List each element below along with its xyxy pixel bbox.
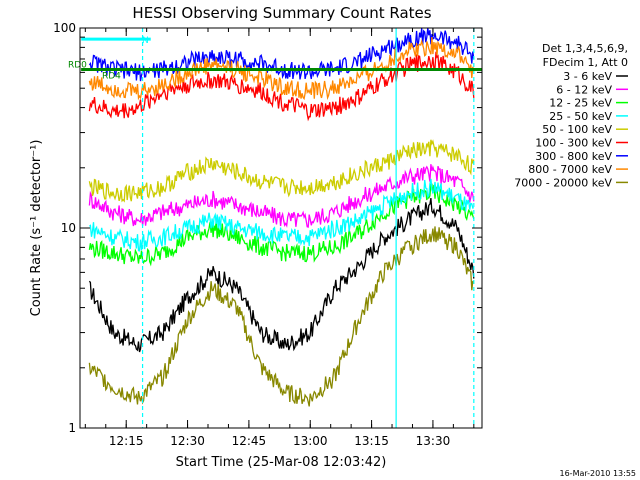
series-line-2 [88, 164, 475, 228]
series-line-4 [88, 178, 475, 252]
legend-label: 6 - 12 keV [556, 83, 612, 96]
legend-label: 50 - 100 keV [542, 123, 612, 136]
x-tick-label: 13:15 [354, 434, 389, 448]
series-line-1 [88, 197, 475, 353]
legend-header: Det 1,3,4,5,6,9, [542, 42, 628, 55]
annotation-label-n: N [142, 36, 149, 46]
x-tick-label: 13:00 [293, 434, 328, 448]
series-line-5 [88, 139, 475, 203]
series-line-9 [88, 226, 475, 407]
y-tick-label: 10 [61, 221, 76, 235]
x-axis-label: Start Time (25-Mar-08 12:03:42) [176, 455, 387, 470]
chart-title: HESSI Observing Summary Count Rates [132, 4, 431, 22]
legend-label: 3 - 6 keV [563, 70, 612, 83]
legend-header: FDecim 1, Att 0 [543, 56, 628, 69]
x-tick-label: 13:30 [416, 434, 451, 448]
legend-label: 25 - 50 keV [549, 110, 612, 123]
x-tick-label: 12:30 [170, 434, 205, 448]
legend-label: 7000 - 20000 keV [514, 176, 612, 189]
legend-label: 12 - 25 keV [549, 97, 612, 110]
axes: 12:15 12:30 12:45 13:00 13:15 13:30 1 10 100 [53, 21, 482, 448]
y-axis-label: Count Rate (s⁻¹ detector⁻¹) [29, 140, 44, 317]
series-line-6 [88, 51, 475, 122]
series-line-3 [88, 183, 475, 267]
x-tick-label: 12:15 [109, 434, 144, 448]
y-tick-label: 1 [68, 421, 76, 435]
x-tick-label: 12:45 [232, 434, 267, 448]
plot-area: N RD0 RD4 [68, 27, 482, 428]
legend: Det 1,3,4,5,6,9,FDecim 1, Att 03 - 6 keV… [514, 42, 628, 189]
annotation-label-rd0: RD0 [68, 61, 87, 71]
legend-label: 800 - 7000 keV [528, 163, 612, 176]
y-tick-label: 100 [53, 21, 76, 35]
legend-label: 300 - 800 keV [535, 150, 612, 163]
legend-label: 100 - 300 keV [535, 137, 612, 150]
footer-timestamp: 16-Mar-2010 13:55 [560, 469, 637, 478]
annotation-label-rd4: RD4 [102, 72, 121, 82]
series-line-8 [88, 37, 475, 101]
